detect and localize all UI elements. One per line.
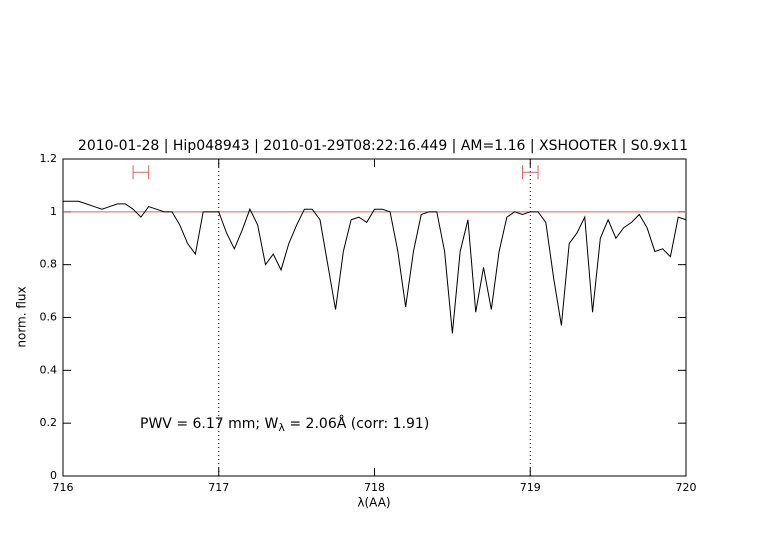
- y-tick-label: 1.2: [40, 152, 58, 165]
- y-tick-label: 0: [50, 469, 57, 482]
- annotation-subscript: λ: [278, 421, 285, 434]
- y-axis-label: norm. flux: [15, 286, 29, 347]
- y-tick-label: 0.6: [40, 311, 58, 324]
- y-tick-label: 1: [50, 205, 57, 218]
- range-marker: [521, 165, 539, 180]
- y-tick-label: 0.2: [40, 416, 58, 429]
- x-axis-label: λ(AA): [357, 496, 390, 510]
- y-tick-label: 0.8: [40, 258, 58, 271]
- chart-title: 2010-01-28 | Hip048943 | 2010-01-29T08:2…: [78, 138, 688, 154]
- x-tick-label: 717: [208, 481, 229, 494]
- x-tick-label: 719: [520, 481, 541, 494]
- annotation-part: = 2.06Å (corr: 1.91): [285, 415, 429, 432]
- x-tick-label: 716: [53, 481, 74, 494]
- spectrum-line: [63, 200, 687, 334]
- annotation-part: PWV = 6.17 mm; W: [140, 416, 279, 432]
- x-tick-label: 720: [676, 481, 697, 494]
- annotation: PWV = 6.17 mm; Wλ = 2.06Å (corr: 1.91): [140, 415, 429, 434]
- y-tick-label: 0.4: [40, 363, 58, 376]
- x-tick-label: 718: [364, 481, 385, 494]
- range-marker: [132, 165, 150, 180]
